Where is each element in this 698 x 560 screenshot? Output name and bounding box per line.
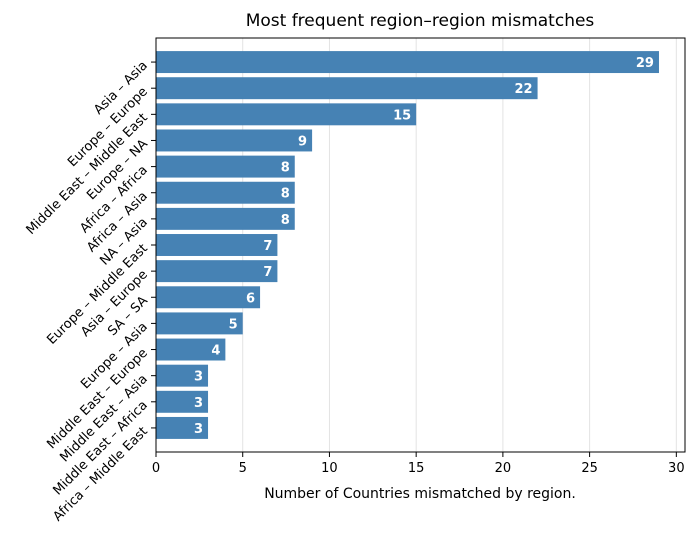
bars (156, 51, 659, 439)
x-tick-label: 30 (668, 461, 685, 476)
bar-value-label: 8 (281, 187, 290, 202)
chart-title: Most frequent region–region mismatches (246, 11, 595, 31)
x-tick-label: 0 (152, 461, 160, 476)
bar-value-label: 4 (211, 344, 220, 359)
bar (156, 338, 226, 361)
bar (156, 103, 417, 126)
bar (156, 312, 243, 335)
x-ticks: 0 5 10 15 20 25 30 (152, 452, 685, 476)
x-tick-label: 20 (495, 461, 512, 476)
bar (156, 286, 261, 309)
bar-value-label: 3 (194, 396, 203, 411)
bar-value-label: 15 (393, 108, 411, 123)
x-tick-label: 5 (239, 461, 247, 476)
bar (156, 181, 295, 204)
bar (156, 77, 538, 100)
bar (156, 155, 295, 178)
bar-value-label: 7 (263, 265, 272, 280)
bar (156, 234, 278, 256)
bar (156, 51, 659, 74)
bar (156, 207, 295, 230)
bar (156, 129, 313, 152)
x-tick-label: 15 (408, 461, 425, 476)
bar (156, 364, 209, 387)
bar-value-label: 8 (281, 213, 290, 228)
bar-value-label: 3 (194, 370, 203, 385)
bar (156, 416, 209, 439)
bar-value-label: 8 (281, 161, 290, 176)
bar-value-label: 22 (514, 82, 532, 97)
bar-value-label: 3 (194, 422, 203, 437)
bar-value-label: 6 (246, 291, 255, 306)
x-tick-label: 25 (581, 461, 598, 476)
bar-value-label: 29 (636, 56, 654, 71)
x-axis-title: Number of Countries mismatched by region… (264, 486, 576, 502)
bar (156, 390, 209, 413)
plot-frame (155, 37, 686, 453)
bar-value-label: 9 (298, 134, 307, 149)
x-tick-label: 10 (321, 461, 338, 476)
bar-value-label: 5 (229, 317, 238, 332)
bar (156, 260, 278, 283)
bar-value-label: 7 (263, 239, 272, 254)
